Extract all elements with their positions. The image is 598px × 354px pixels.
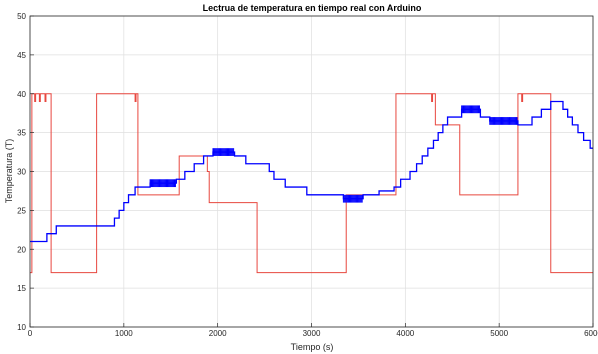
x-tick-label: 5000 [490,329,508,338]
series-line-setpoint [30,93,593,274]
x-axis-title: Tiempo (s) [291,342,334,352]
y-tick-label: 45 [17,51,26,60]
y-axis-title: Temperatura (T) [4,139,14,204]
x-tick-label: 6000 [584,329,598,338]
y-tick-label: 40 [17,90,26,99]
series-group [30,93,593,274]
x-tick-label: 2000 [209,329,227,338]
y-tick-label: 10 [17,323,26,332]
x-tick-label: 1000 [115,329,133,338]
y-tick-label: 25 [17,206,26,215]
y-tick-label: 20 [17,245,26,254]
x-tick-label: 4000 [396,329,414,338]
y-tick-label: 30 [17,168,26,177]
y-tick-label: 35 [17,129,26,138]
y-tick-label: 50 [17,12,26,21]
temperature-noise [149,105,518,203]
x-tick-label: 3000 [303,329,321,338]
y-tick-label: 15 [17,284,26,293]
x-tick-label: 0 [28,329,33,338]
ticks: 0 1000 2000 3000 4000 5000 6000 10 15 20 25 30 35 40 4… [17,12,598,338]
chart-title: Lectrua de temperatura en tiempo real co… [203,3,422,13]
